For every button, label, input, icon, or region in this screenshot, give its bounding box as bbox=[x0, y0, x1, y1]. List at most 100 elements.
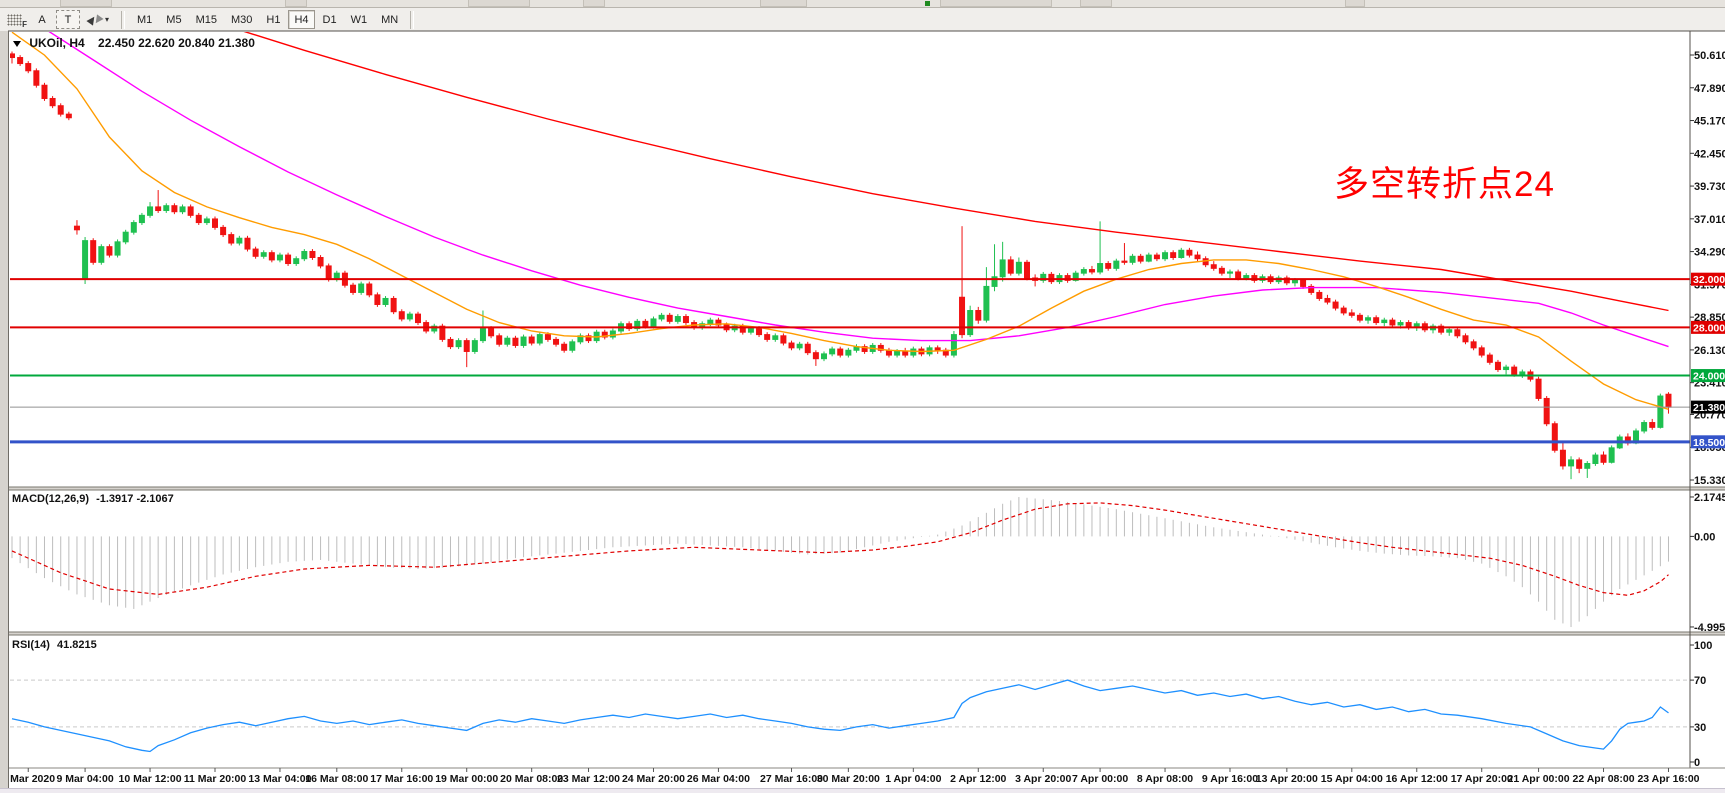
candle-body bbox=[1608, 447, 1615, 463]
candle-body bbox=[553, 338, 560, 345]
candle-body bbox=[804, 343, 811, 354]
candle-body bbox=[1389, 319, 1396, 326]
candle-body bbox=[1291, 279, 1298, 284]
candle-body bbox=[374, 294, 381, 305]
date-axis-label: 9 Apr 16:00 bbox=[1202, 773, 1258, 785]
clipped-toolbar-button bbox=[1345, 0, 1365, 7]
clipped-toolbar-button bbox=[285, 0, 307, 7]
candle-body bbox=[1024, 261, 1030, 279]
candle-body bbox=[780, 335, 787, 344]
candle-body bbox=[796, 343, 803, 349]
candle-body bbox=[1072, 272, 1079, 281]
candle-body bbox=[1048, 273, 1055, 283]
candle-body bbox=[845, 349, 852, 356]
candle-body bbox=[536, 334, 543, 344]
date-axis-label: 26 Mar 04:00 bbox=[687, 773, 750, 785]
candle-body bbox=[983, 285, 990, 321]
pane-separator[interactable] bbox=[0, 487, 1725, 490]
candle-body bbox=[1462, 335, 1469, 343]
candle-body bbox=[90, 240, 97, 263]
candle-body bbox=[293, 258, 300, 265]
candle-body bbox=[861, 346, 868, 352]
timeframe-button-d1[interactable]: D1 bbox=[317, 10, 343, 29]
timeframe-button-h1[interactable]: H1 bbox=[260, 10, 286, 29]
candle-body bbox=[431, 325, 438, 332]
chart-dropdown-triangle-icon[interactable] bbox=[13, 41, 21, 47]
timeframe-button-mn[interactable]: MN bbox=[375, 10, 404, 29]
candle-body bbox=[1088, 269, 1095, 273]
candle-body bbox=[25, 63, 32, 72]
text-label-tool-button[interactable]: T bbox=[56, 10, 80, 29]
candle-body bbox=[398, 311, 405, 320]
date-axis-label: 13 Apr 20:00 bbox=[1256, 773, 1318, 785]
candle-body bbox=[1243, 275, 1250, 279]
rsi-axis-label: 0 bbox=[1694, 757, 1700, 769]
candle-body bbox=[1324, 297, 1331, 303]
level-32.000-badge-label: 32.000 bbox=[1693, 274, 1725, 286]
pane-separator[interactable] bbox=[0, 632, 1725, 635]
candle-body bbox=[1015, 261, 1022, 274]
level-28.000-badge-label: 28.000 bbox=[1693, 322, 1725, 334]
candle-body bbox=[1584, 462, 1591, 469]
grid-period-tool-button[interactable]: F bbox=[1, 10, 28, 29]
timeframe-button-m5[interactable]: M5 bbox=[160, 10, 187, 29]
ma-fast-orange-line bbox=[11, 32, 1669, 410]
candle-body bbox=[934, 347, 941, 351]
candle-body bbox=[634, 320, 641, 330]
candle-body bbox=[252, 248, 259, 257]
timeframe-button-m30[interactable]: M30 bbox=[225, 10, 258, 29]
candle-body bbox=[1170, 252, 1177, 259]
chevron-down-icon: ▾ bbox=[105, 15, 110, 24]
candle-body bbox=[1543, 397, 1550, 425]
level-24.000-badge bbox=[1691, 369, 1725, 383]
font-tool-button[interactable]: A bbox=[30, 10, 54, 29]
candle-body bbox=[1454, 329, 1461, 337]
price-axis-label: 39.730 bbox=[1694, 181, 1725, 193]
candle-body bbox=[772, 335, 779, 340]
candle-body bbox=[106, 246, 113, 256]
candle-body bbox=[455, 340, 462, 348]
timeframe-button-m15[interactable]: M15 bbox=[190, 10, 223, 29]
candle-body bbox=[520, 336, 527, 346]
candle-body bbox=[65, 113, 72, 119]
candle-body bbox=[1478, 347, 1485, 356]
candle-body bbox=[877, 344, 884, 351]
candle-body bbox=[390, 297, 397, 313]
date-axis-label: 6 Mar 2020 bbox=[1, 773, 55, 785]
candle-body bbox=[471, 340, 478, 352]
candle-body bbox=[1097, 263, 1104, 273]
candle-body bbox=[1080, 269, 1087, 274]
timeframe-button-m1[interactable]: M1 bbox=[131, 10, 158, 29]
candle-body bbox=[1121, 260, 1128, 263]
candle-body bbox=[325, 265, 332, 280]
candle-body bbox=[147, 206, 154, 216]
clipped-toolbar-button bbox=[468, 0, 530, 7]
price-axis-label: 34.290 bbox=[1694, 247, 1725, 259]
chart-title: UKOil, H4 22.450 22.620 20.840 21.380 bbox=[13, 36, 255, 50]
candle-body bbox=[1519, 371, 1526, 375]
candle-body bbox=[260, 252, 267, 257]
level-32.000-badge bbox=[1691, 272, 1725, 286]
candle-body bbox=[1665, 393, 1672, 408]
price-axis-label: 37.010 bbox=[1694, 214, 1725, 226]
macd-axis-label: 0.00 bbox=[1694, 531, 1715, 543]
candle-body bbox=[220, 226, 227, 236]
candle-body bbox=[1649, 422, 1656, 428]
candle-body bbox=[244, 237, 251, 250]
candle-body bbox=[82, 240, 89, 280]
date-axis-label: 17 Mar 16:00 bbox=[370, 773, 433, 785]
timeframe-button-w1[interactable]: W1 bbox=[345, 10, 374, 29]
candle-body bbox=[57, 105, 64, 115]
candle-body bbox=[504, 337, 511, 345]
candle-body bbox=[1145, 254, 1152, 262]
timeframe-button-h4[interactable]: H4 bbox=[288, 10, 315, 29]
shapes-tool-button[interactable]: ▾ bbox=[82, 10, 115, 29]
candle-body bbox=[1373, 317, 1380, 324]
candle-body bbox=[1137, 255, 1144, 262]
candle-body bbox=[212, 218, 218, 228]
price-axis-label: 50.610 bbox=[1694, 50, 1725, 62]
candle-body bbox=[601, 331, 608, 338]
window-left-edge bbox=[0, 31, 9, 788]
